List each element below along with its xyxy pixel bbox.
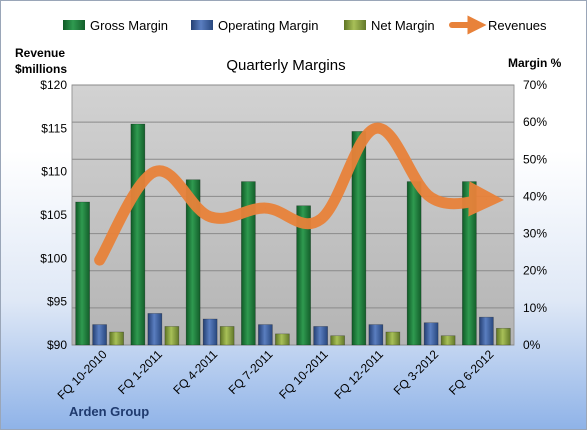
left-tick-label: $120 bbox=[40, 78, 67, 92]
revenue-point bbox=[209, 216, 211, 218]
bar-net-margin bbox=[496, 327, 511, 346]
legend-label-net-margin: Net Margin bbox=[371, 18, 435, 33]
bar-net-margin bbox=[330, 335, 345, 346]
bar-net-margin bbox=[440, 335, 456, 346]
right-tick-label: 50% bbox=[523, 152, 547, 166]
bar-operating-margin bbox=[423, 322, 439, 346]
bar-operating-margin bbox=[258, 324, 273, 346]
left-tick-label: $90 bbox=[47, 338, 67, 352]
legend-swatch-gross-margin bbox=[63, 20, 85, 30]
chart-title: Quarterly Margins bbox=[226, 57, 345, 74]
legend: Gross Margin Operating Margin Net Margin… bbox=[63, 15, 547, 35]
right-axis-title: Margin % bbox=[508, 56, 562, 70]
x-tick-label: FQ 3-2012 bbox=[391, 347, 442, 398]
bar-net-margin bbox=[164, 326, 180, 346]
bar-gross-margin bbox=[130, 123, 146, 346]
bar-net-margin bbox=[275, 333, 290, 346]
x-tick-label: FQ 1-2011 bbox=[115, 347, 165, 397]
left-axis-title-line1: Revenue bbox=[15, 46, 65, 60]
x-tick-label: FQ 7-2011 bbox=[226, 347, 276, 397]
left-tick-label: $95 bbox=[47, 295, 67, 309]
bar-operating-margin bbox=[202, 318, 218, 346]
left-tick-label: $100 bbox=[40, 251, 67, 265]
x-tick-label: FQ 6-2012 bbox=[446, 347, 497, 398]
x-tick-label: FQ 12-2011 bbox=[331, 347, 386, 402]
bar-gross-margin bbox=[241, 181, 256, 346]
legend-swatch-net-margin bbox=[344, 20, 366, 30]
bar-gross-margin bbox=[351, 131, 367, 346]
x-tick-label: FQ 10-2010 bbox=[55, 347, 110, 402]
bar-net-margin bbox=[219, 326, 235, 346]
legend-label-operating-margin: Operating Margin bbox=[218, 18, 318, 33]
x-tick-label: FQ 10-2011 bbox=[276, 347, 331, 402]
revenue-point bbox=[320, 218, 322, 220]
right-tick-label: 30% bbox=[523, 227, 547, 241]
bar-operating-margin bbox=[479, 316, 494, 346]
right-tick-label: 20% bbox=[523, 264, 547, 278]
bar-net-margin bbox=[109, 331, 124, 346]
right-tick-label: 0% bbox=[523, 338, 541, 352]
gridlines bbox=[72, 84, 514, 346]
bar-operating-margin bbox=[147, 313, 163, 346]
legend-label-gross-margin: Gross Margin bbox=[90, 18, 168, 33]
bar-operating-margin bbox=[92, 324, 107, 346]
right-tick-label: 40% bbox=[523, 189, 547, 203]
bars-layer bbox=[75, 123, 511, 346]
legend-label-revenues: Revenues bbox=[488, 18, 547, 33]
revenue-point bbox=[154, 171, 156, 173]
revenue-line-layer bbox=[94, 122, 504, 266]
right-tick-label: 70% bbox=[523, 78, 547, 92]
bar-gross-margin bbox=[296, 205, 311, 346]
left-axis-title-line2: $millions bbox=[15, 62, 67, 76]
left-tick-label: $110 bbox=[41, 165, 67, 179]
bar-gross-margin bbox=[75, 201, 90, 346]
bar-gross-margin bbox=[406, 181, 422, 346]
left-tick-label: $115 bbox=[41, 121, 67, 135]
right-tick-label: 60% bbox=[523, 115, 547, 129]
right-tick-label: 10% bbox=[523, 301, 547, 315]
bar-operating-margin bbox=[313, 326, 328, 346]
revenue-point bbox=[264, 207, 266, 209]
revenue-point bbox=[99, 259, 101, 261]
bar-net-margin bbox=[385, 331, 401, 346]
company-name: Arden Group bbox=[69, 404, 149, 419]
revenue-point bbox=[430, 197, 432, 199]
legend-swatch-operating-margin bbox=[191, 20, 213, 30]
bar-gross-margin bbox=[185, 179, 201, 346]
revenue-point bbox=[375, 127, 377, 129]
left-tick-label: $105 bbox=[40, 208, 67, 222]
x-tick-label: FQ 4-2011 bbox=[170, 347, 220, 397]
bar-operating-margin bbox=[368, 324, 384, 346]
revenue-point bbox=[485, 198, 487, 200]
